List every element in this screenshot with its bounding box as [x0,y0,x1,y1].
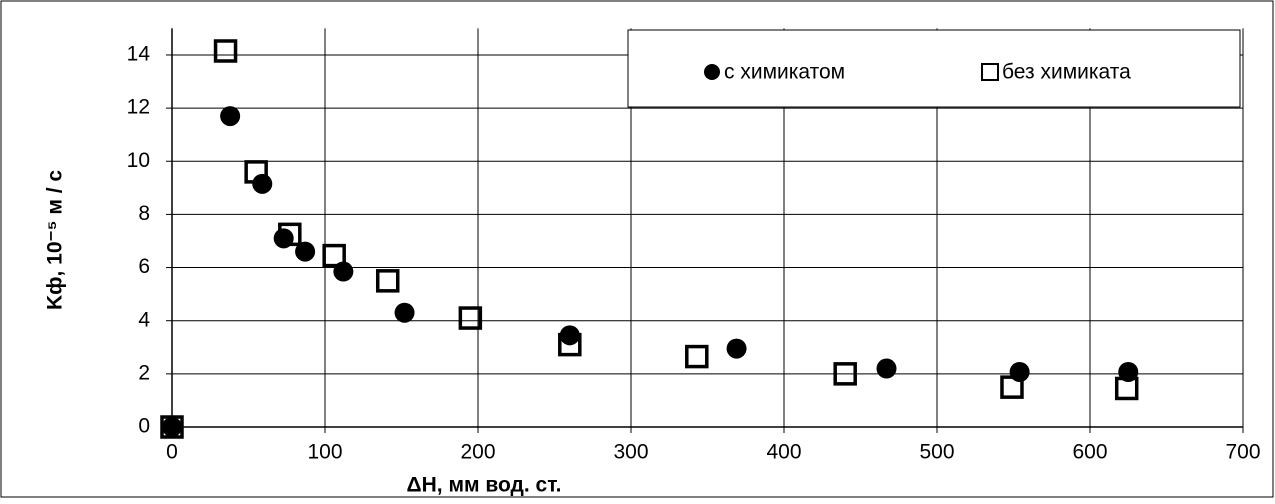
legend-label: без химиката [1002,61,1131,84]
y-tick-label: 0 [138,415,150,438]
marker-square [278,222,302,247]
marker-square [322,243,346,268]
marker-square [1000,375,1024,399]
y-tick-label: 8 [138,202,150,225]
y-axis-label: Kф, 10⁻⁵ м / с [44,170,67,310]
y-tick-label: 6 [138,255,150,278]
legend-box [627,29,1241,108]
marker-circle [295,241,316,262]
marker-square [244,160,268,184]
x-axis-label: ΔH, мм вод. ст. [407,474,562,497]
y-tick-label: 14 [127,43,151,66]
marker-circle [394,302,415,323]
x-tick-label: 600 [1072,441,1107,464]
marker-circle [1009,361,1030,382]
marker-circle [876,358,897,379]
x-tick-label: 200 [460,441,495,464]
y-tick-label: 10 [127,149,150,172]
x-tick-label: 100 [307,441,342,464]
x-tick-label: 0 [166,441,178,464]
legend-marker [704,64,720,80]
y-tick-label: 4 [138,308,150,331]
marker-square [685,344,709,369]
x-tick-label: 400 [766,441,801,464]
marker-square [213,39,238,63]
x-tick-label: 500 [919,441,954,464]
x-tick-label: 300 [613,441,648,464]
y-tick-label: 2 [138,361,150,384]
legend-marker [981,63,999,81]
marker-square [833,362,857,386]
marker-square [160,415,184,439]
marker-square [1114,376,1139,401]
marker-square [375,269,400,293]
marker-circle [252,173,273,194]
x-tick-label: 700 [1225,441,1260,464]
marker-circle [220,106,241,127]
marker-square [558,332,582,357]
y-tick-label: 12 [127,96,150,119]
marker-circle [726,338,747,359]
legend-label: с химикатом [724,61,845,84]
marker-circle [162,417,182,437]
marker-square [458,306,483,330]
